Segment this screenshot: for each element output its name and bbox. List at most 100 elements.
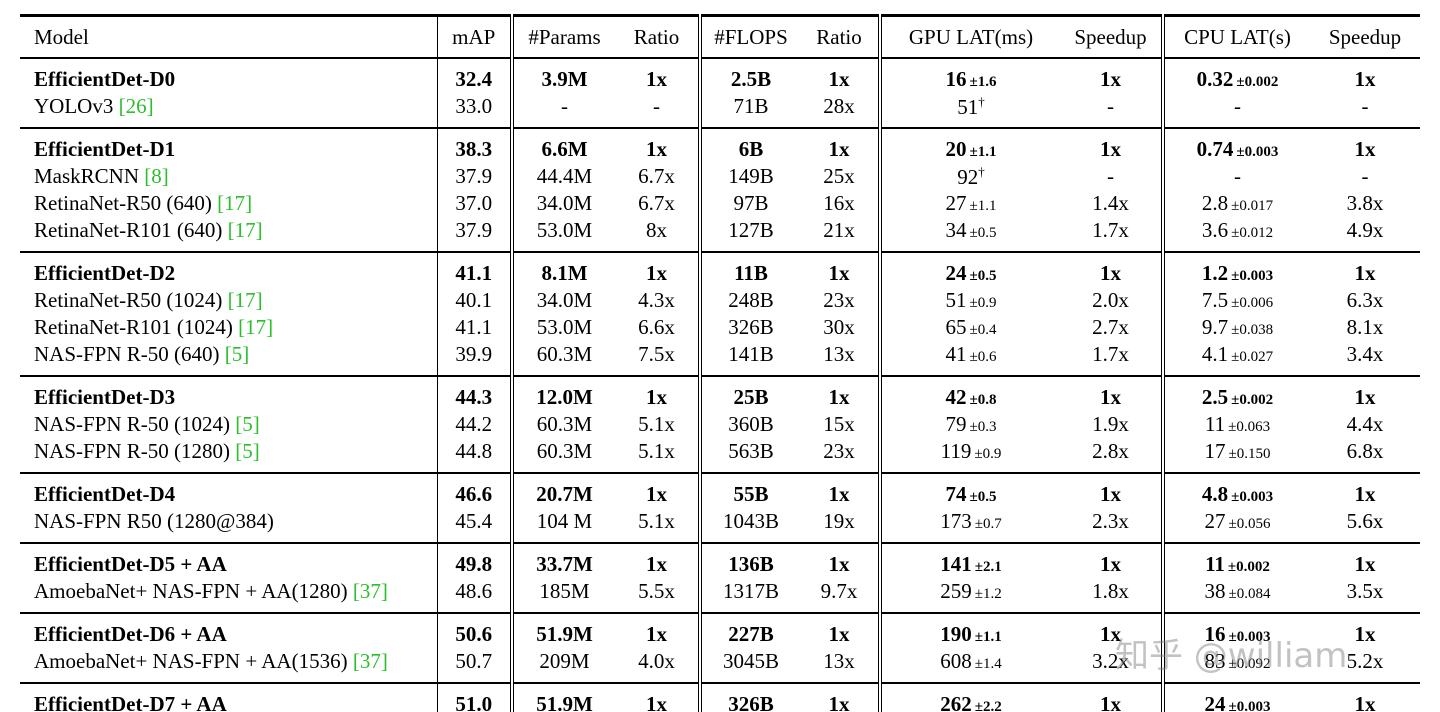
table-cell: 1x: [1060, 58, 1165, 93]
table-cell: 563B: [728, 439, 774, 463]
table-cell: 209M: [539, 649, 590, 673]
std-dev: ±0.084: [1228, 586, 1271, 602]
table-cell: 4.3x: [615, 287, 702, 314]
column-header: Model: [20, 15, 438, 58]
column-header: #Params: [528, 24, 601, 49]
std-dev: ±0.5: [969, 489, 997, 505]
table-cell: 23x: [800, 438, 882, 473]
model-name: NAS-FPN R-50 (640): [34, 342, 220, 366]
table-cell: 50.7: [437, 648, 514, 683]
table-cell: 15x: [800, 411, 882, 438]
table-cell: 71B: [733, 94, 769, 118]
table-cell: 49.8: [437, 543, 514, 578]
table-cell: 53.0M: [536, 218, 593, 242]
table-row: RetinaNet-R50 (1024) [17] 40.1 34.0M 4.3x 24…: [20, 287, 1420, 314]
std-dev: ±0.5: [969, 225, 997, 241]
table-cell: 1x: [1354, 137, 1376, 161]
table-cell: 6B: [738, 137, 764, 161]
table-cell: 55B: [733, 482, 769, 506]
table-cell: 7.5x: [615, 341, 702, 376]
table-cell: 79 ±0.3: [880, 411, 1060, 438]
table-cell: NAS-FPN R-50 (640) [5]: [20, 341, 438, 376]
table-cell: 6.7x: [615, 190, 702, 217]
table-cell: 1x: [615, 683, 702, 712]
row-group: EfficientDet-D0 32.4 3.9M 1x 2.5B 1x 16 ±1.6 1x 0…: [20, 58, 1420, 128]
table-cell: -: [615, 93, 702, 128]
table-row: RetinaNet-R50 (640) [17] 37.0 34.0M 6.7x 97B…: [20, 190, 1420, 217]
table-header: Model mAP #Params Ratio #FLOPS Ratio GPU LAT(m…: [20, 15, 1420, 58]
table-cell: 27 ±1.1: [880, 190, 1060, 217]
table-cell: 41.1: [437, 314, 514, 341]
std-dev: ±0.003: [1231, 489, 1274, 505]
table-cell: 259 ±1.2: [880, 578, 1060, 613]
value: 1.2: [1201, 261, 1229, 285]
table-cell: 53.0M: [536, 315, 593, 339]
table-cell: 227B: [728, 622, 774, 646]
table-cell: 24 ±0.5: [880, 252, 1060, 287]
table-cell: 2.3x: [1060, 508, 1165, 543]
table-cell: 20 ±1.1: [880, 128, 1060, 163]
value: 0.74: [1196, 137, 1234, 161]
value: 24: [1204, 692, 1226, 712]
citation: [5]: [235, 412, 260, 436]
citation: [5]: [224, 342, 250, 366]
table-cell: 9.7 ±0.038: [1163, 314, 1310, 341]
column-header: Ratio: [800, 15, 882, 58]
table-cell: 33.7M: [536, 552, 593, 576]
table-cell: 60.3M: [536, 342, 593, 366]
table-cell: -: [1060, 93, 1165, 128]
table-cell: 2.8x: [1060, 438, 1165, 473]
table-cell: 83 ±0.092: [1163, 648, 1310, 683]
std-dev: ±0.003: [1236, 144, 1279, 160]
std-dev: ±0.017: [1231, 198, 1274, 214]
table-cell: 326B: [728, 692, 774, 712]
row-group: EfficientDet-D2 41.1 8.1M 1x 11B 1x 24 ±0.5 1x 1.…: [20, 252, 1420, 376]
value: 51: [957, 94, 979, 119]
table-cell: RetinaNet-R50 (1024) [17]: [20, 287, 438, 314]
table-cell: 1x: [615, 128, 702, 163]
table-cell: 8.1M: [541, 261, 588, 285]
table-cell: 74 ±0.5: [880, 473, 1060, 508]
value: 16: [1204, 622, 1226, 646]
results-table: Model mAP #Params Ratio #FLOPS Ratio GPU LAT(m…: [20, 14, 1420, 712]
table-cell: 41 ±0.6: [880, 341, 1060, 376]
table-cell: 190 ±1.1: [880, 613, 1060, 648]
value: 79: [945, 412, 967, 436]
table-cell: 27 ±0.056: [1163, 508, 1310, 543]
value: 0.32: [1196, 67, 1234, 91]
table-cell: 19x: [800, 508, 882, 543]
table-cell: 1x: [1060, 376, 1165, 411]
footnote-mark: †: [978, 93, 985, 109]
value: 2.5: [1201, 385, 1229, 409]
std-dev: ±0.003: [1228, 629, 1271, 645]
value: 74: [945, 482, 967, 506]
table-cell: 8.1x: [1346, 315, 1384, 339]
table-cell: 1x: [615, 473, 702, 508]
table-cell: 5.6x: [1346, 509, 1384, 533]
table-cell: -: [1060, 163, 1165, 190]
std-dev: ±0.002: [1236, 74, 1279, 90]
row-group: EfficientDet-D4 46.6 20.7M 1x 55B 1x 74 ±0.5 1x 4…: [20, 473, 1420, 543]
table-cell: 4.1 ±0.027: [1163, 341, 1310, 376]
column-header: GPU LAT(ms): [908, 24, 1034, 49]
table-cell: 0.32 ±0.002: [1163, 58, 1310, 93]
table-cell: 38.3: [437, 128, 514, 163]
table-cell: 1x: [800, 613, 882, 648]
table-cell: 60.3M: [536, 412, 593, 436]
value: 119: [940, 439, 972, 463]
table-cell: 37.0: [437, 190, 514, 217]
table-cell: 37.9: [437, 217, 514, 252]
table-cell: 51 ±0.9: [880, 287, 1060, 314]
table-cell: 2.5 ±0.002: [1163, 376, 1310, 411]
table-cell: 4.4x: [1346, 412, 1384, 436]
table-cell: 38 ±0.084: [1163, 578, 1310, 613]
table-row: NAS-FPN R-50 (640) [5] 39.9 60.3M 7.5x 141B 1…: [20, 341, 1420, 376]
table-cell: 3.9M: [541, 67, 588, 91]
value: 4.8: [1201, 482, 1229, 506]
model-name: MaskRCNN: [34, 164, 140, 188]
table-row: EfficientDet-D0 32.4 3.9M 1x 2.5B 1x 16 ±1.6 1x 0…: [20, 58, 1420, 93]
table-cell: 1x: [1354, 552, 1376, 576]
table-cell: 34 ±0.5: [880, 217, 1060, 252]
table-cell: 248B: [728, 288, 774, 312]
table-row: EfficientDet-D2 41.1 8.1M 1x 11B 1x 24 ±0.5 1x 1.…: [20, 252, 1420, 287]
